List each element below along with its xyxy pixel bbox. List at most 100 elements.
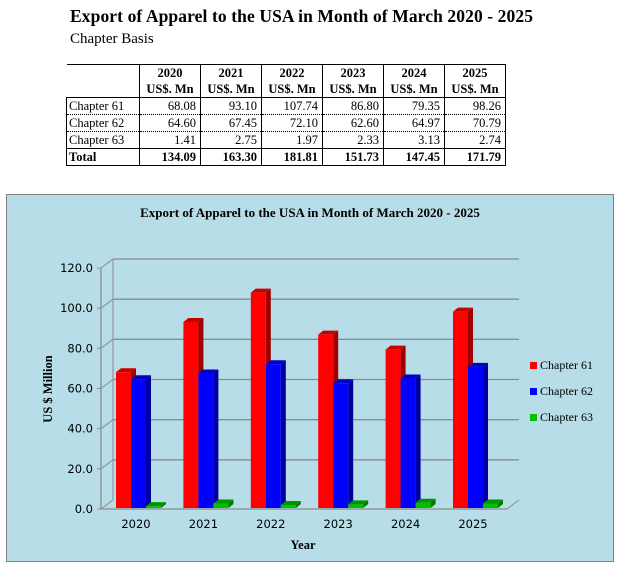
- y-tick-label: 20.0: [67, 462, 93, 476]
- table-cell: 67.45: [200, 114, 262, 132]
- page-title: Export of Apparel to the USA in Month of…: [70, 6, 534, 26]
- year-header: 2025: [444, 64, 506, 81]
- chart-area: [6, 194, 614, 562]
- bar-chapter-62-2023: [333, 383, 349, 508]
- table-cell: 163.30: [200, 148, 262, 166]
- table-cell: 107.74: [261, 97, 323, 115]
- table-cell: 70.79: [444, 114, 506, 132]
- table-cell: 64.60: [139, 114, 201, 132]
- bar-top-chapter-61: [385, 345, 406, 350]
- x-tick-label: 2025: [458, 517, 487, 531]
- bar-top-chapter-62: [400, 374, 421, 379]
- grid-depth-line: [100, 379, 114, 389]
- table-cell: 64.97: [383, 114, 445, 132]
- bar-chapter-61-2023: [318, 334, 334, 508]
- legend-label: Chapter 63: [540, 410, 593, 424]
- legend-label: Chapter 62: [540, 384, 593, 398]
- table-row: Chapter 62 64.60 67.45 72.10 62.60 64.97…: [66, 114, 506, 132]
- x-tick-label: 2024: [391, 517, 420, 531]
- bar-top-chapter-61: [183, 318, 204, 323]
- bar-side-chapter-63: [161, 502, 166, 508]
- bar-chapter-62-2024: [400, 378, 416, 508]
- grid-depth-line: [100, 499, 114, 510]
- table-cell: 1.41: [139, 131, 201, 149]
- export-table: 2020 2021 2022 2023 2024 2025 US$. Mn US…: [66, 64, 506, 166]
- bar-top-chapter-63: [213, 499, 234, 504]
- table-cell: 151.73: [322, 148, 384, 166]
- bar-top-chapter-63: [348, 500, 369, 505]
- bar-chapter-61-2025: [453, 311, 468, 508]
- grid-depth-line: [100, 338, 114, 349]
- bar-top-chapter-62: [333, 379, 354, 384]
- table-cell: 2.74: [444, 131, 506, 149]
- bar-chapter-61-2021: [183, 322, 199, 508]
- x-axis-label: Year: [291, 538, 316, 552]
- bar-chapter-61-2024: [385, 349, 401, 508]
- bar-top-chapter-63: [415, 498, 436, 503]
- bar-chapter-63-2020: [146, 506, 161, 508]
- year-header: 2023: [322, 64, 384, 81]
- bar-side-chapter-63: [498, 499, 503, 508]
- bar-top-chapter-61: [453, 307, 473, 312]
- row-label: Chapter 61: [66, 97, 140, 115]
- legend-label: Chapter 61: [540, 358, 593, 372]
- bar-chapter-61-2020: [116, 372, 131, 508]
- table-cell: 72.10: [261, 114, 323, 132]
- x-tick-label: 2020: [121, 517, 150, 531]
- bar-top-chapter-62: [265, 360, 286, 365]
- bar-side-chapter-63: [363, 500, 369, 508]
- table-cell: 147.45: [383, 148, 445, 166]
- bar-top-chapter-62: [131, 375, 151, 380]
- table-cell: 79.35: [383, 97, 445, 115]
- bar-chapter-63-2021: [213, 503, 229, 508]
- bar-chapter-63-2022: [280, 505, 296, 508]
- bar-top-chapter-62: [198, 369, 219, 374]
- bar-side-chapter-63: [228, 499, 234, 508]
- bar-top-chapter-63: [146, 502, 166, 507]
- row-label: Chapter 63: [66, 131, 140, 149]
- unit-header: US$. Mn: [444, 81, 506, 98]
- row-label: Chapter 62: [66, 114, 140, 132]
- year-header: 2021: [200, 64, 262, 81]
- grid-depth-line: [100, 419, 114, 430]
- x-tick-label: 2023: [324, 517, 353, 531]
- legend-swatch: [530, 414, 537, 421]
- bar-side-chapter-62: [213, 369, 219, 508]
- table-row: Chapter 63 1.41 2.75 1.97 2.33 3.13 2.74: [66, 131, 506, 149]
- table-cell: 1.97: [261, 131, 323, 149]
- unit-header: US$. Mn: [322, 81, 384, 98]
- year-header: 2020: [139, 64, 201, 81]
- bar-side-chapter-62: [146, 375, 151, 508]
- bar-top-chapter-63: [483, 499, 503, 504]
- y-tick-label: 60.0: [67, 382, 93, 396]
- table-cell: 62.60: [322, 114, 384, 132]
- bar-side-chapter-63: [295, 501, 301, 508]
- unit-header: US$. Mn: [261, 81, 323, 98]
- table-row: Chapter 61 68.08 93.10 107.74 86.80 79.3…: [66, 97, 506, 115]
- y-axis-label: US $ Million: [41, 355, 55, 422]
- bar-chapter-63-2024: [415, 502, 431, 508]
- bar-side-chapter-62: [280, 360, 286, 508]
- grid-depth-line: [100, 298, 114, 309]
- y-tick-label: 80.0: [67, 341, 93, 355]
- bar-chapter-62-2022: [265, 364, 281, 508]
- grid-depth-line: [100, 258, 114, 269]
- table-cell: 171.79: [444, 148, 506, 166]
- bar-chapter-63-2023: [348, 504, 364, 508]
- table-cell: 86.80: [322, 97, 384, 115]
- table-header-units: US$. Mn US$. Mn US$. Mn US$. Mn US$. Mn …: [66, 81, 506, 98]
- table-total-row: Total 134.09 163.30 181.81 151.73 147.45…: [66, 148, 506, 166]
- unit-header: US$. Mn: [200, 81, 262, 98]
- y-tick-label: 120.0: [60, 261, 93, 275]
- bar-side-chapter-62: [415, 374, 421, 508]
- bar-chapter-62-2025: [468, 366, 483, 508]
- bar-top-chapter-61: [116, 368, 136, 373]
- table-cell: 98.26: [444, 97, 506, 115]
- year-header: 2024: [383, 64, 445, 81]
- bar-side-chapter-62: [348, 379, 354, 508]
- bar-side-chapter-62: [483, 362, 488, 508]
- year-header: 2022: [261, 64, 323, 81]
- unit-header: US$. Mn: [139, 81, 201, 98]
- legend-swatch: [530, 388, 537, 395]
